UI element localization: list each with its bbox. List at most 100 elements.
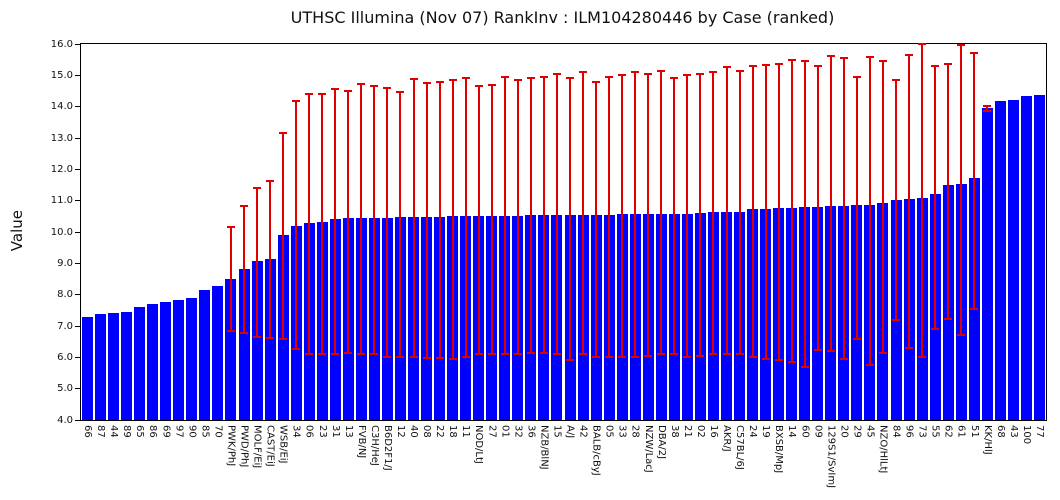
error-bar-cap (683, 356, 692, 359)
error-bar-line (608, 76, 611, 358)
x-tick-label: B6D2F1/J (381, 425, 393, 471)
error-bar-cap (748, 64, 757, 67)
error-bar-line (947, 64, 950, 320)
error-bar-cap (240, 331, 248, 334)
x-tick-label: 08 (421, 425, 433, 438)
x-tick-label: 24 (747, 425, 759, 438)
error-bar-line (986, 106, 989, 112)
bar (1007, 100, 1019, 420)
x-tick-label: KK/HlJ (981, 425, 993, 455)
error-bar-cap (487, 84, 496, 87)
error-bar-line (725, 66, 728, 355)
error-bar-cap (696, 354, 705, 357)
error-bar-cap (566, 77, 575, 80)
bar (108, 312, 120, 420)
error-bar-cap (696, 72, 705, 75)
error-bar-cap (318, 353, 327, 356)
error-bar-cap (657, 69, 666, 72)
y-axis-label: Value (8, 210, 26, 252)
error-bar-cap (240, 205, 248, 208)
error-bar-cap (735, 353, 744, 356)
x-tick-label: 60 (799, 425, 811, 438)
y-tick-label: 5.0 (57, 383, 73, 395)
y-tick-label: 4.0 (57, 414, 73, 426)
error-bar-cap (813, 64, 822, 67)
error-bar-cap (226, 329, 235, 332)
error-bar-cap (957, 334, 966, 337)
x-tick-label: 29 (851, 425, 863, 438)
error-bar-line (582, 72, 585, 355)
error-bar-cap (852, 75, 861, 78)
x-tick-label: 62 (942, 425, 954, 438)
x-tick-label: NZB/BlNJ (538, 425, 550, 470)
y-tick-label: 14.0 (50, 101, 73, 113)
bar (981, 108, 993, 420)
x-tick-label: 61 (955, 425, 967, 438)
x-tick-label: 43 (1007, 425, 1019, 438)
x-tick-label: PWD/PhJ (238, 425, 250, 468)
error-bar-line (751, 65, 754, 358)
x-tick-label: 40 (408, 425, 420, 438)
x-tick-label: 19 (760, 425, 772, 438)
error-bar-cap (552, 353, 561, 356)
error-bar-cap (644, 72, 653, 75)
error-bar-cap (826, 350, 835, 353)
bar (173, 300, 185, 420)
error-bar-cap (253, 187, 262, 190)
x-tick-label: DBA/2J (655, 425, 667, 460)
error-bar-cap (722, 353, 731, 356)
error-bar-line (334, 89, 337, 355)
x-tick-label: BALB/cByJ (590, 425, 602, 476)
error-bar-cap (370, 353, 379, 356)
bar (1033, 95, 1045, 420)
error-bar-cap (631, 71, 640, 74)
x-tick-label: 85 (199, 425, 211, 438)
error-bar-line (373, 86, 376, 355)
error-bar-line (569, 78, 572, 361)
error-bar-cap (944, 318, 953, 321)
error-bar-cap (709, 353, 718, 356)
x-tick-label: 06 (303, 425, 315, 438)
error-bar-cap (487, 352, 496, 355)
error-bar-cap (944, 63, 953, 66)
error-bar-line (321, 93, 324, 355)
chart-title: UTHSC Illumina (Nov 07) RankInv : ILM104… (290, 8, 835, 27)
error-bar-line (934, 65, 937, 330)
error-bar-line (399, 91, 402, 358)
y-axis-tick (75, 137, 80, 139)
x-tick-label: FVB/NJ (355, 425, 367, 459)
x-tick-label: 89 (121, 425, 133, 438)
error-bar-cap (266, 336, 275, 339)
error-bar-cap (474, 85, 483, 88)
error-bar-cap (774, 63, 783, 66)
bar (121, 312, 133, 420)
error-bar-cap (448, 79, 457, 82)
error-bar-cap (435, 356, 444, 359)
x-tick-label: 51 (968, 425, 980, 438)
x-tick-label: PWK/PhJ (225, 425, 237, 467)
error-bar-line (269, 181, 272, 338)
x-tick-label: 13 (342, 425, 354, 438)
error-bar-cap (539, 351, 548, 354)
error-bar-cap (905, 53, 914, 56)
error-bar-cap (526, 76, 535, 79)
x-tick-label: 22 (434, 425, 446, 438)
error-bar-cap (292, 347, 301, 350)
error-bar-cap (800, 60, 809, 63)
error-bar-cap (526, 351, 535, 354)
error-bar-cap (865, 364, 874, 367)
y-axis-tick (75, 200, 80, 202)
error-bar-cap (670, 76, 679, 79)
bar (225, 279, 237, 420)
error-bar-cap (500, 353, 509, 356)
error-bar-line (451, 80, 454, 359)
x-tick-label: 86 (147, 425, 159, 438)
x-tick-label: 100 (1020, 425, 1032, 445)
error-bar-cap (918, 356, 927, 359)
bar (147, 304, 159, 420)
bar (264, 259, 276, 420)
error-bar-cap (826, 54, 835, 57)
x-tick-label: 55 (929, 425, 941, 438)
error-bar-cap (722, 65, 731, 68)
x-tick-label: 68 (994, 425, 1006, 438)
